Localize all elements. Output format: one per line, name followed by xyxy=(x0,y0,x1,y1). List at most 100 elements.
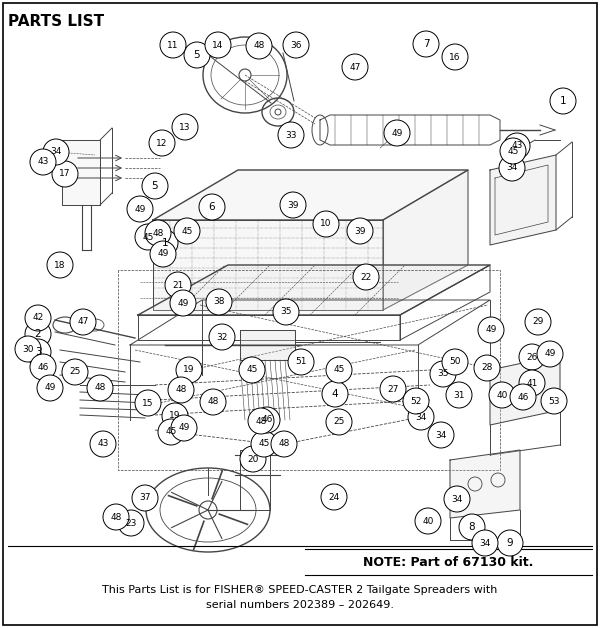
Text: 37: 37 xyxy=(139,494,151,502)
Text: 40: 40 xyxy=(496,391,508,399)
Circle shape xyxy=(248,408,274,434)
Text: 49: 49 xyxy=(178,423,190,433)
Text: 46: 46 xyxy=(262,416,272,425)
Circle shape xyxy=(30,354,56,380)
Circle shape xyxy=(142,173,168,199)
Circle shape xyxy=(384,120,410,146)
Text: 43: 43 xyxy=(37,158,49,166)
Text: 43: 43 xyxy=(97,440,109,448)
Circle shape xyxy=(321,484,347,510)
Circle shape xyxy=(342,54,368,80)
Text: 34: 34 xyxy=(479,538,491,548)
Text: 39: 39 xyxy=(287,200,299,210)
Text: 2: 2 xyxy=(35,329,41,339)
Text: 46: 46 xyxy=(517,392,529,401)
Text: 19: 19 xyxy=(183,365,195,374)
Circle shape xyxy=(25,339,51,365)
Circle shape xyxy=(135,224,161,250)
Text: 17: 17 xyxy=(59,170,71,178)
Circle shape xyxy=(30,149,56,175)
Circle shape xyxy=(550,88,576,114)
Circle shape xyxy=(446,382,472,408)
Text: 25: 25 xyxy=(70,367,80,377)
Text: 45: 45 xyxy=(166,428,176,436)
Circle shape xyxy=(47,252,73,278)
Text: 47: 47 xyxy=(349,63,361,72)
Circle shape xyxy=(246,33,272,59)
Circle shape xyxy=(165,272,191,298)
Text: 46: 46 xyxy=(37,362,49,372)
Circle shape xyxy=(353,264,379,290)
Text: 40: 40 xyxy=(422,516,434,526)
Text: 25: 25 xyxy=(334,418,344,426)
Circle shape xyxy=(62,359,88,385)
Circle shape xyxy=(103,504,129,530)
Text: 45: 45 xyxy=(142,232,154,242)
Text: 49: 49 xyxy=(157,249,169,259)
Text: 47: 47 xyxy=(77,318,89,327)
Text: 34: 34 xyxy=(451,494,463,504)
Text: 41: 41 xyxy=(526,379,538,387)
Polygon shape xyxy=(138,265,490,315)
Polygon shape xyxy=(490,355,560,425)
Text: 32: 32 xyxy=(217,332,227,342)
Text: 34: 34 xyxy=(436,431,446,440)
Circle shape xyxy=(474,355,500,381)
Text: 52: 52 xyxy=(410,396,422,406)
Text: 19: 19 xyxy=(169,411,181,421)
Circle shape xyxy=(149,130,175,156)
Circle shape xyxy=(206,289,232,315)
Circle shape xyxy=(162,403,188,429)
Circle shape xyxy=(478,317,504,343)
Polygon shape xyxy=(240,330,295,360)
Text: 39: 39 xyxy=(354,227,366,236)
Circle shape xyxy=(52,161,78,187)
Circle shape xyxy=(150,241,176,267)
Text: 49: 49 xyxy=(391,129,403,138)
Polygon shape xyxy=(383,170,468,310)
Circle shape xyxy=(519,344,545,370)
Text: 49: 49 xyxy=(485,325,497,335)
Text: 49: 49 xyxy=(44,384,56,392)
Text: 48: 48 xyxy=(152,229,164,237)
Text: 15: 15 xyxy=(142,399,154,408)
Circle shape xyxy=(504,133,530,159)
Text: 48: 48 xyxy=(175,386,187,394)
Text: 20: 20 xyxy=(247,455,259,463)
Circle shape xyxy=(200,389,226,415)
Circle shape xyxy=(380,376,406,402)
Text: 48: 48 xyxy=(94,384,106,392)
Text: 1: 1 xyxy=(161,238,169,248)
Text: 9: 9 xyxy=(506,538,514,548)
Text: 36: 36 xyxy=(290,40,302,50)
Text: 27: 27 xyxy=(388,384,398,394)
Text: 11: 11 xyxy=(167,40,179,50)
Text: 35: 35 xyxy=(437,369,449,379)
Text: 1: 1 xyxy=(560,96,566,106)
Circle shape xyxy=(176,357,202,383)
Text: 16: 16 xyxy=(449,53,461,62)
Circle shape xyxy=(413,31,439,57)
Text: 22: 22 xyxy=(361,273,371,281)
Text: 3: 3 xyxy=(35,347,41,357)
Circle shape xyxy=(322,381,348,407)
Text: 33: 33 xyxy=(285,131,297,139)
Circle shape xyxy=(444,486,470,512)
Text: 45: 45 xyxy=(334,365,344,374)
Circle shape xyxy=(408,404,434,430)
Circle shape xyxy=(347,218,373,244)
Polygon shape xyxy=(153,170,468,220)
Circle shape xyxy=(326,409,352,435)
Circle shape xyxy=(240,446,266,472)
Polygon shape xyxy=(62,140,100,205)
Circle shape xyxy=(280,192,306,218)
Circle shape xyxy=(500,138,526,164)
Text: 43: 43 xyxy=(511,141,523,151)
Circle shape xyxy=(172,114,198,140)
Text: 48: 48 xyxy=(253,41,265,50)
Text: 21: 21 xyxy=(172,281,184,290)
Text: 49: 49 xyxy=(178,298,188,308)
Circle shape xyxy=(442,349,468,375)
Circle shape xyxy=(43,139,69,165)
Circle shape xyxy=(152,230,178,256)
